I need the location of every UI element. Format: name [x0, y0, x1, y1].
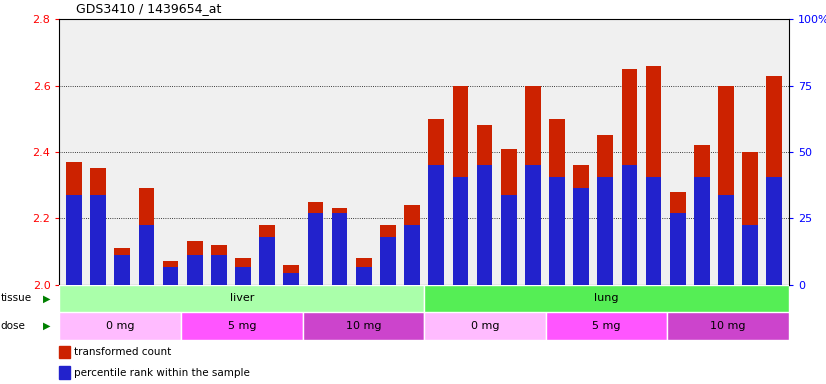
- Bar: [90, 195, 106, 285]
- Bar: [139, 225, 154, 285]
- Bar: [597, 135, 613, 177]
- Text: percentile rank within the sample: percentile rank within the sample: [74, 367, 249, 377]
- Bar: [115, 248, 131, 255]
- Bar: [670, 213, 686, 285]
- Bar: [453, 86, 468, 177]
- Bar: [302, 312, 425, 340]
- Bar: [573, 165, 589, 189]
- Text: tissue: tissue: [1, 293, 32, 303]
- Bar: [767, 177, 782, 285]
- Bar: [694, 177, 710, 285]
- Bar: [332, 208, 348, 213]
- Text: 10 mg: 10 mg: [345, 321, 381, 331]
- Bar: [477, 165, 492, 285]
- Bar: [718, 195, 733, 285]
- Text: ▶: ▶: [43, 321, 50, 331]
- Bar: [259, 225, 275, 237]
- Bar: [181, 312, 302, 340]
- Bar: [525, 165, 541, 285]
- Bar: [549, 177, 565, 285]
- Bar: [90, 169, 106, 195]
- Bar: [163, 266, 178, 285]
- Text: 5 mg: 5 mg: [227, 321, 256, 331]
- Bar: [667, 312, 789, 340]
- Bar: [646, 66, 662, 177]
- Text: 0 mg: 0 mg: [106, 321, 135, 331]
- Bar: [59, 285, 425, 312]
- Bar: [66, 162, 82, 195]
- Bar: [356, 266, 372, 285]
- Bar: [139, 189, 154, 225]
- Text: 10 mg: 10 mg: [710, 321, 746, 331]
- Bar: [211, 245, 226, 255]
- Bar: [163, 262, 178, 266]
- Bar: [332, 213, 348, 285]
- Text: 5 mg: 5 mg: [592, 321, 621, 331]
- Bar: [235, 258, 251, 266]
- Bar: [380, 225, 396, 237]
- Bar: [546, 312, 667, 340]
- Bar: [501, 195, 516, 285]
- Text: ▶: ▶: [43, 293, 50, 303]
- Bar: [187, 242, 202, 255]
- Bar: [718, 86, 733, 195]
- Bar: [235, 266, 251, 285]
- Bar: [597, 177, 613, 285]
- Bar: [743, 152, 758, 225]
- Text: liver: liver: [230, 293, 254, 303]
- Bar: [283, 265, 299, 273]
- Bar: [59, 312, 181, 340]
- Text: 0 mg: 0 mg: [471, 321, 499, 331]
- Bar: [380, 237, 396, 285]
- Bar: [573, 165, 589, 285]
- Bar: [404, 205, 420, 225]
- Bar: [259, 237, 275, 285]
- Text: GDS3410 / 1439654_at: GDS3410 / 1439654_at: [76, 2, 221, 15]
- Bar: [425, 285, 789, 312]
- Bar: [429, 165, 444, 285]
- Bar: [404, 225, 420, 285]
- Bar: [743, 225, 758, 285]
- Bar: [549, 119, 565, 177]
- Text: transformed count: transformed count: [74, 347, 171, 357]
- Bar: [622, 165, 638, 285]
- Bar: [66, 195, 82, 285]
- Bar: [187, 255, 202, 285]
- Bar: [59, 366, 69, 379]
- Bar: [356, 258, 372, 266]
- Text: dose: dose: [1, 321, 26, 331]
- Bar: [767, 76, 782, 177]
- Bar: [525, 86, 541, 165]
- Bar: [670, 192, 686, 213]
- Bar: [307, 213, 323, 285]
- Bar: [453, 177, 468, 285]
- Bar: [429, 119, 444, 165]
- Text: lung: lung: [594, 293, 619, 303]
- Bar: [59, 346, 69, 358]
- Bar: [477, 125, 492, 165]
- Bar: [307, 202, 323, 213]
- Bar: [211, 255, 226, 285]
- Bar: [622, 69, 638, 165]
- Bar: [694, 145, 710, 177]
- Bar: [425, 312, 546, 340]
- Bar: [115, 255, 131, 285]
- Bar: [646, 177, 662, 285]
- Bar: [283, 273, 299, 285]
- Bar: [501, 149, 516, 195]
